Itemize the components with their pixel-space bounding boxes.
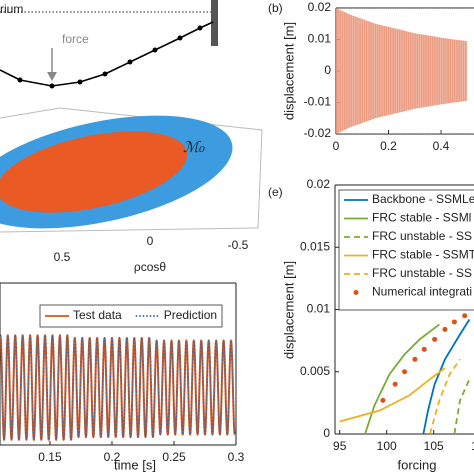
manifold-label: ℳ₀ xyxy=(183,138,205,156)
x-tick-label: 100 xyxy=(377,439,397,453)
x-tick-label: 95 xyxy=(333,439,347,453)
panel-label: (b) xyxy=(268,1,283,15)
data-point xyxy=(380,397,386,403)
curve xyxy=(453,378,471,435)
legend-label: FRC stable - SSMT xyxy=(372,248,474,262)
data-point xyxy=(402,369,408,375)
y-tick-label: 0.01 xyxy=(307,302,331,316)
curve xyxy=(364,323,440,435)
legend-label: Prediction xyxy=(164,308,217,322)
beam-label: rium xyxy=(0,2,23,16)
force-arrowhead xyxy=(47,72,57,81)
y-tick-label: -0.02 xyxy=(304,126,332,140)
x-tick-label: 0.4 xyxy=(433,139,450,153)
beam-nodes xyxy=(17,25,203,89)
y-axis-label: displacement [m] xyxy=(281,22,296,120)
wall xyxy=(211,0,218,46)
data-point xyxy=(451,319,457,325)
curve xyxy=(429,358,461,435)
axis-label: ρcosθ xyxy=(134,260,167,274)
legend-label: Test data xyxy=(73,308,122,322)
trajectory xyxy=(0,131,188,213)
data-point xyxy=(432,336,438,342)
axis-tick-label: 0 xyxy=(147,234,154,248)
envelope-area xyxy=(336,8,468,71)
y-tick-label: 0.02 xyxy=(307,177,331,191)
legend-label: FRC stable - SSMl xyxy=(372,211,471,225)
y-axis-label: displacement [m] xyxy=(281,261,296,359)
axis-tick-label: 0.5 xyxy=(54,250,71,264)
box-edge xyxy=(0,227,259,233)
x-tick-label: 0.3 xyxy=(228,450,245,464)
curve xyxy=(339,367,446,423)
signal xyxy=(0,334,236,441)
x-axis-label: forcing xyxy=(397,457,436,472)
force-label: force xyxy=(62,32,89,46)
data-point xyxy=(421,346,427,352)
y-tick-label: 0.015 xyxy=(300,239,330,253)
x-tick-label: 0.2 xyxy=(104,450,121,464)
legend-label: Backbone - SSMLe xyxy=(372,192,474,206)
envelope-area xyxy=(336,71,468,134)
curve xyxy=(422,318,471,435)
axis-tick-label: -0.5 xyxy=(228,238,249,252)
data-point xyxy=(412,356,418,362)
legend-box xyxy=(39,304,223,328)
legend-symbol xyxy=(353,290,359,295)
data-point xyxy=(462,313,468,319)
x-tick-label: 0.25 xyxy=(162,450,186,464)
x-axis-label: time [s] xyxy=(114,457,156,472)
y-tick-label: 0 xyxy=(323,426,330,440)
x-tick-label: 105 xyxy=(424,439,444,453)
data-point xyxy=(442,326,448,332)
y-tick-label: 0 xyxy=(324,63,331,77)
legend-label: Numerical integrati xyxy=(372,285,472,299)
data-point xyxy=(392,381,398,387)
x-tick-label: 110 xyxy=(471,439,474,453)
x-tick-label: 0.15 xyxy=(38,450,62,464)
legend-box xyxy=(338,189,474,311)
y-tick-label: -0.01 xyxy=(304,95,332,109)
legend-label: FRC unstable - SS xyxy=(372,229,472,243)
beam xyxy=(0,21,214,87)
signal xyxy=(0,334,236,441)
x-tick-label: 0 xyxy=(333,139,340,153)
y-tick-label: 0.005 xyxy=(300,364,330,378)
y-tick-label: 0.01 xyxy=(308,32,332,46)
y-tick-label: 0.02 xyxy=(308,0,332,14)
x-tick-label: 0.2 xyxy=(380,139,397,153)
legend-label: FRC unstable - SS xyxy=(372,266,472,280)
panel-label: (e) xyxy=(268,185,283,199)
